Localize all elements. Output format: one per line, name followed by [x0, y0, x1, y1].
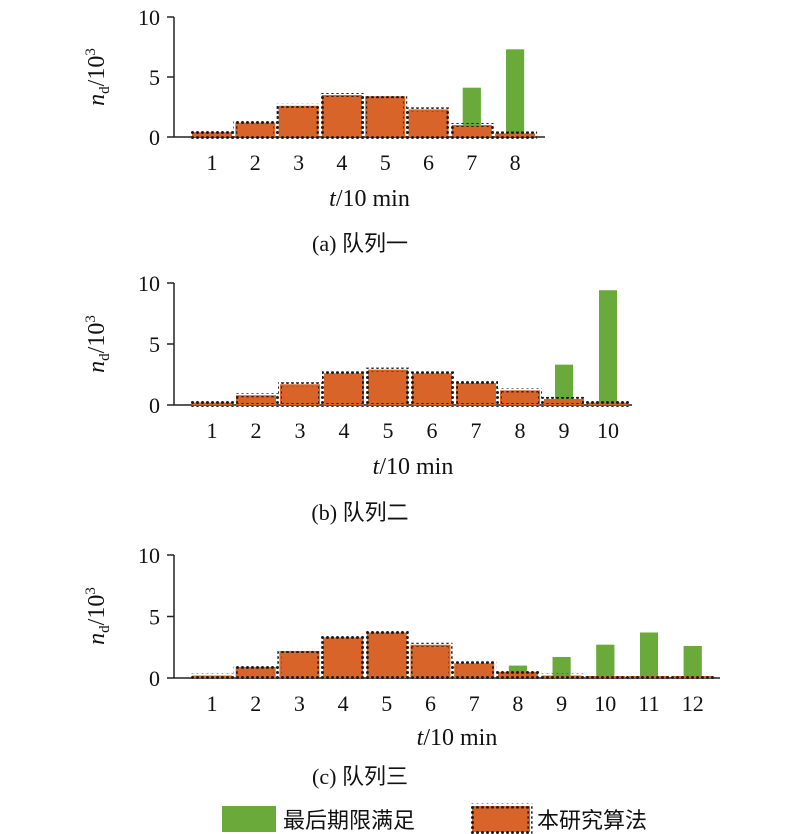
bar-green-top-9	[552, 657, 571, 674]
x-tick-label: 5	[380, 150, 391, 175]
legend-swatch-orange	[469, 803, 533, 834]
y-tick-label: 5	[149, 65, 160, 90]
bar-orange-4	[319, 93, 364, 139]
x-tick-label: 6	[427, 418, 438, 443]
legend-swatch-green	[222, 806, 276, 832]
panel-caption: (c) 队列三	[312, 764, 408, 789]
x-tick-label: 6	[423, 150, 434, 175]
bar-green-top-7	[462, 87, 481, 123]
x-tick-label: 12	[682, 691, 704, 716]
bar-orange-9	[542, 396, 586, 407]
bar-orange-11	[627, 674, 671, 680]
y-tick-label: 5	[149, 332, 160, 357]
y-axis-label: nd/103	[83, 587, 113, 645]
bar-orange-5	[363, 94, 408, 139]
bar-green-top-10	[596, 644, 615, 675]
bar-orange-6	[410, 371, 454, 407]
legend-label-green: 最后期限满足	[283, 809, 415, 834]
y-tick-label: 0	[149, 125, 160, 150]
bar-orange-1	[190, 673, 234, 680]
bar-orange-3	[276, 103, 321, 140]
x-tick-label: 4	[339, 418, 350, 443]
bar-green-top-8	[506, 49, 525, 132]
bar-orange-7	[452, 661, 497, 680]
x-axis-label: t/10 min	[329, 186, 410, 212]
panel-caption: (b) 队列二	[311, 500, 408, 525]
x-tick-label: 4	[336, 150, 347, 175]
y-tick-label: 0	[149, 666, 160, 691]
y-axis-label: nd/103	[83, 48, 113, 106]
x-tick-label: 8	[515, 418, 526, 443]
x-tick-label: 5	[381, 691, 392, 716]
x-tick-label: 11	[638, 691, 659, 716]
x-tick-label: 7	[471, 418, 482, 443]
x-tick-label: 6	[425, 691, 436, 716]
x-tick-label: 2	[250, 150, 261, 175]
legend: 最后期限满足 本研究算法	[222, 803, 647, 834]
x-tick-label: 5	[383, 418, 394, 443]
y-tick-label: 10	[138, 271, 160, 296]
x-tick-label: 1	[207, 691, 218, 716]
bar-orange-2	[234, 393, 278, 407]
x-tick-label: 3	[293, 150, 304, 175]
bar-orange-4	[322, 371, 366, 407]
bar-orange-1	[190, 400, 234, 407]
x-axis-label: t/10 min	[417, 725, 498, 751]
bar-orange-10	[583, 674, 628, 680]
x-axis-label: t/10 min	[373, 454, 454, 480]
x-tick-label: 10	[594, 691, 616, 716]
x-tick-label: 8	[510, 150, 521, 175]
bar-green-top-11	[640, 632, 658, 675]
bar-orange-12	[670, 674, 715, 680]
x-tick-label: 3	[295, 418, 306, 443]
y-tick-label: 5	[149, 605, 160, 630]
x-tick-label: 10	[597, 418, 619, 443]
x-tick-label: 7	[466, 150, 477, 175]
bar-orange-8	[498, 388, 542, 407]
bar-green-top-8	[508, 665, 527, 670]
y-tick-label: 0	[149, 393, 160, 418]
x-tick-label: 9	[556, 691, 567, 716]
bar-orange-6	[408, 642, 453, 680]
bar-orange-3	[277, 648, 322, 681]
bar-orange-10	[586, 400, 630, 407]
x-tick-label: 9	[559, 418, 570, 443]
bar-green-top-9	[555, 364, 573, 397]
x-tick-label: 2	[251, 418, 262, 443]
x-tick-label: 8	[512, 691, 523, 716]
legend-label-orange: 本研究算法	[537, 809, 647, 834]
x-tick-label: 1	[207, 150, 218, 175]
y-tick-label: 10	[138, 543, 160, 568]
bar-orange-8	[493, 131, 538, 139]
bar-green-top-10	[599, 290, 617, 401]
x-tick-label: 4	[338, 691, 349, 716]
panel-caption: (a) 队列一	[312, 231, 408, 256]
bar-orange-6	[406, 107, 451, 140]
bar-green-top-12	[683, 646, 702, 675]
bar-orange-5	[366, 367, 410, 407]
y-axis-label: nd/103	[83, 315, 113, 373]
y-tick-label: 10	[138, 5, 160, 30]
bar-orange-1	[190, 130, 234, 139]
bar-orange-3	[278, 382, 322, 408]
bar-orange-7	[454, 381, 498, 408]
chart-panel-1: 0 5 10 1 2 3 4 5 6 7 8 t/10 min nd/103 (a) 队列一	[83, 5, 545, 256]
chart-panel-2: 0 5 10 1 2 3 4 5 6 7 8 9 10 t/10 min nd/103 (b) 队列二	[83, 271, 632, 525]
x-tick-label: 1	[207, 418, 218, 443]
bar-orange-9	[539, 673, 584, 680]
bar-orange-4	[321, 635, 366, 680]
bar-orange-2	[233, 664, 278, 680]
bar-orange-5	[364, 630, 409, 680]
x-tick-label: 7	[469, 691, 480, 716]
x-tick-label: 3	[294, 691, 305, 716]
bar-orange-7	[449, 123, 494, 139]
bar-orange-2	[233, 120, 278, 139]
bar-orange-8	[495, 669, 540, 680]
x-tick-label: 2	[250, 691, 261, 716]
